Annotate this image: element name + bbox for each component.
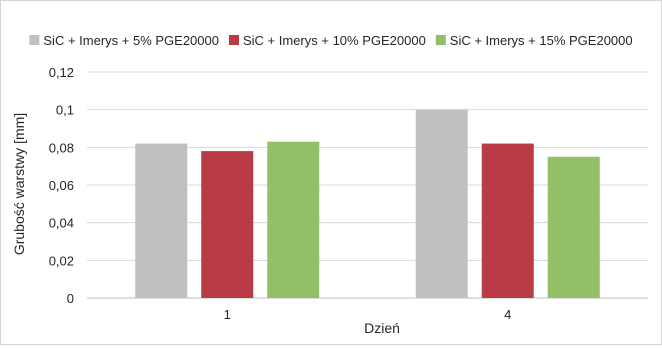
bar	[201, 151, 254, 298]
x-tick-label: 1	[224, 307, 231, 322]
y-tick-label: 0,12	[49, 65, 74, 80]
bar	[415, 109, 468, 299]
x-tick-label: 4	[504, 307, 511, 322]
legend-label: SiC + Imerys + 5% PGE20000	[43, 33, 219, 48]
legend-label: SiC + Imerys + 15% PGE20000	[450, 33, 633, 48]
legend-item: SiC + Imerys + 5% PGE20000	[29, 33, 219, 48]
legend-label: SiC + Imerys + 10% PGE20000	[243, 33, 426, 48]
bar	[547, 156, 600, 298]
y-axis-ticks: 0 0,02 0,04 0,06 0,08 0,1 0,12	[49, 65, 74, 306]
legend-swatch	[228, 35, 239, 45]
x-axis-title: Dzień	[364, 320, 400, 336]
legend: SiC + Imerys + 5% PGE20000 SiC + Imerys +…	[29, 33, 633, 48]
legend-swatch	[435, 35, 446, 45]
bar	[481, 143, 534, 298]
legend-item: SiC + Imerys + 15% PGE20000	[435, 33, 633, 48]
bars	[135, 109, 600, 299]
y-tick-label: 0	[67, 291, 74, 306]
y-tick-label: 0,04	[49, 216, 74, 231]
y-tick-label: 0,08	[49, 140, 74, 155]
bar	[135, 143, 188, 298]
bar	[267, 141, 320, 298]
y-axis-title: Grubość warstwy [mm]	[11, 113, 27, 255]
y-tick-label: 0,1	[56, 103, 74, 118]
y-tick-label: 0,02	[49, 253, 74, 268]
legend-swatch	[29, 35, 40, 45]
y-tick-label: 0,06	[49, 178, 74, 193]
legend-item: SiC + Imerys + 10% PGE20000	[228, 33, 426, 48]
